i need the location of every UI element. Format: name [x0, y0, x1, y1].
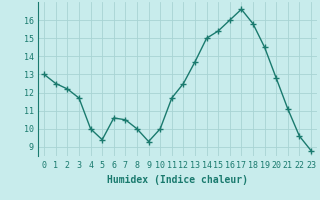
X-axis label: Humidex (Indice chaleur): Humidex (Indice chaleur)	[107, 175, 248, 185]
